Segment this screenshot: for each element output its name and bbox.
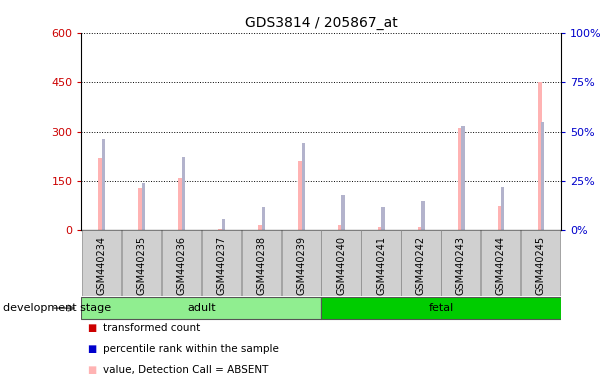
Bar bbox=[338, 225, 343, 230]
Bar bbox=[82, 230, 121, 296]
Bar bbox=[142, 183, 145, 230]
Bar bbox=[138, 187, 143, 230]
Text: percentile rank within the sample: percentile rank within the sample bbox=[103, 344, 279, 354]
Bar bbox=[418, 227, 423, 230]
Bar bbox=[282, 230, 321, 296]
Bar bbox=[102, 139, 105, 230]
Bar bbox=[178, 178, 183, 230]
Bar bbox=[182, 157, 185, 230]
Text: GSM440243: GSM440243 bbox=[456, 236, 466, 295]
Bar bbox=[298, 161, 303, 230]
Bar bbox=[218, 229, 223, 230]
Bar bbox=[201, 230, 241, 296]
Bar bbox=[481, 230, 520, 296]
Text: GSM440237: GSM440237 bbox=[216, 236, 226, 295]
Bar bbox=[302, 143, 305, 230]
Text: GSM440245: GSM440245 bbox=[536, 236, 546, 295]
Text: transformed count: transformed count bbox=[103, 323, 200, 333]
Text: ■: ■ bbox=[87, 365, 96, 375]
Bar bbox=[458, 128, 463, 230]
Text: ■: ■ bbox=[87, 323, 96, 333]
Bar bbox=[242, 230, 281, 296]
Text: GSM440238: GSM440238 bbox=[256, 236, 266, 295]
Bar bbox=[162, 230, 201, 296]
Text: GSM440244: GSM440244 bbox=[496, 236, 506, 295]
Bar bbox=[521, 230, 560, 296]
Bar bbox=[262, 207, 265, 230]
Bar bbox=[382, 207, 385, 230]
Text: fetal: fetal bbox=[428, 303, 453, 313]
Bar bbox=[461, 126, 464, 230]
Bar bbox=[258, 225, 263, 230]
Bar bbox=[402, 230, 441, 296]
Title: GDS3814 / 205867_at: GDS3814 / 205867_at bbox=[245, 16, 397, 30]
Text: GSM440239: GSM440239 bbox=[296, 236, 306, 295]
Text: adult: adult bbox=[187, 303, 215, 313]
Text: value, Detection Call = ABSENT: value, Detection Call = ABSENT bbox=[103, 365, 268, 375]
Text: GSM440235: GSM440235 bbox=[136, 236, 147, 295]
Bar bbox=[501, 187, 505, 230]
Text: GSM440242: GSM440242 bbox=[416, 236, 426, 295]
Text: GSM440236: GSM440236 bbox=[176, 236, 186, 295]
Text: GSM440241: GSM440241 bbox=[376, 236, 386, 295]
Bar bbox=[378, 227, 383, 230]
Bar bbox=[321, 297, 561, 319]
Bar bbox=[321, 230, 361, 296]
Bar bbox=[541, 122, 545, 230]
Text: development stage: development stage bbox=[3, 303, 111, 313]
Text: ■: ■ bbox=[87, 344, 96, 354]
Bar bbox=[361, 230, 400, 296]
Bar bbox=[122, 230, 161, 296]
Bar bbox=[98, 158, 103, 230]
Text: GSM440234: GSM440234 bbox=[96, 236, 106, 295]
Bar bbox=[497, 206, 502, 230]
Bar bbox=[341, 195, 345, 230]
Bar bbox=[81, 297, 321, 319]
Bar bbox=[222, 218, 225, 230]
Text: GSM440240: GSM440240 bbox=[336, 236, 346, 295]
Bar bbox=[441, 230, 481, 296]
Bar bbox=[421, 201, 425, 230]
Bar bbox=[538, 82, 543, 230]
